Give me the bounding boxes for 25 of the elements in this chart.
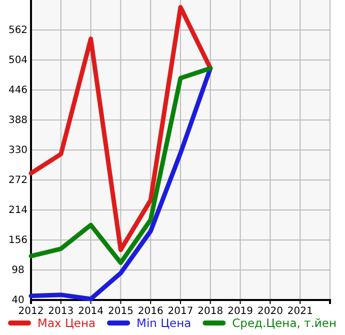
y-tick-label: 156 <box>8 235 28 246</box>
y-tick-label: 562 <box>8 25 28 36</box>
y-tick-label: 272 <box>8 175 28 186</box>
y-tick-label: 330 <box>8 145 28 156</box>
x-tick-label: 2015 <box>108 306 134 318</box>
x-tick-label: 2014 <box>78 306 104 318</box>
y-tick-label: 388 <box>8 115 28 126</box>
x-tick-label: 2020 <box>257 306 283 318</box>
y-tick-label: 214 <box>8 205 28 216</box>
x-tick-label: 2013 <box>48 306 74 318</box>
x-tick-label: 2017 <box>168 306 194 318</box>
x-tick-label: 2016 <box>138 306 164 318</box>
legend-label: Max Цена <box>38 316 96 330</box>
y-tick-label: 98 <box>12 265 24 276</box>
y-tick-label: 40 <box>12 295 24 306</box>
legend-label: Min Цена <box>136 316 192 330</box>
x-tick-label: 2021 <box>287 306 313 318</box>
x-tick-label: 2018 <box>198 306 224 318</box>
x-tick-label: 2019 <box>228 306 254 318</box>
legend-label: Сред.Цена, т.йен <box>232 316 336 330</box>
x-tick-label: 2012 <box>18 306 44 318</box>
y-tick-label: 504 <box>8 55 28 66</box>
line-series <box>28 66 213 266</box>
line-series <box>28 4 213 252</box>
y-tick-label: 446 <box>8 85 28 96</box>
